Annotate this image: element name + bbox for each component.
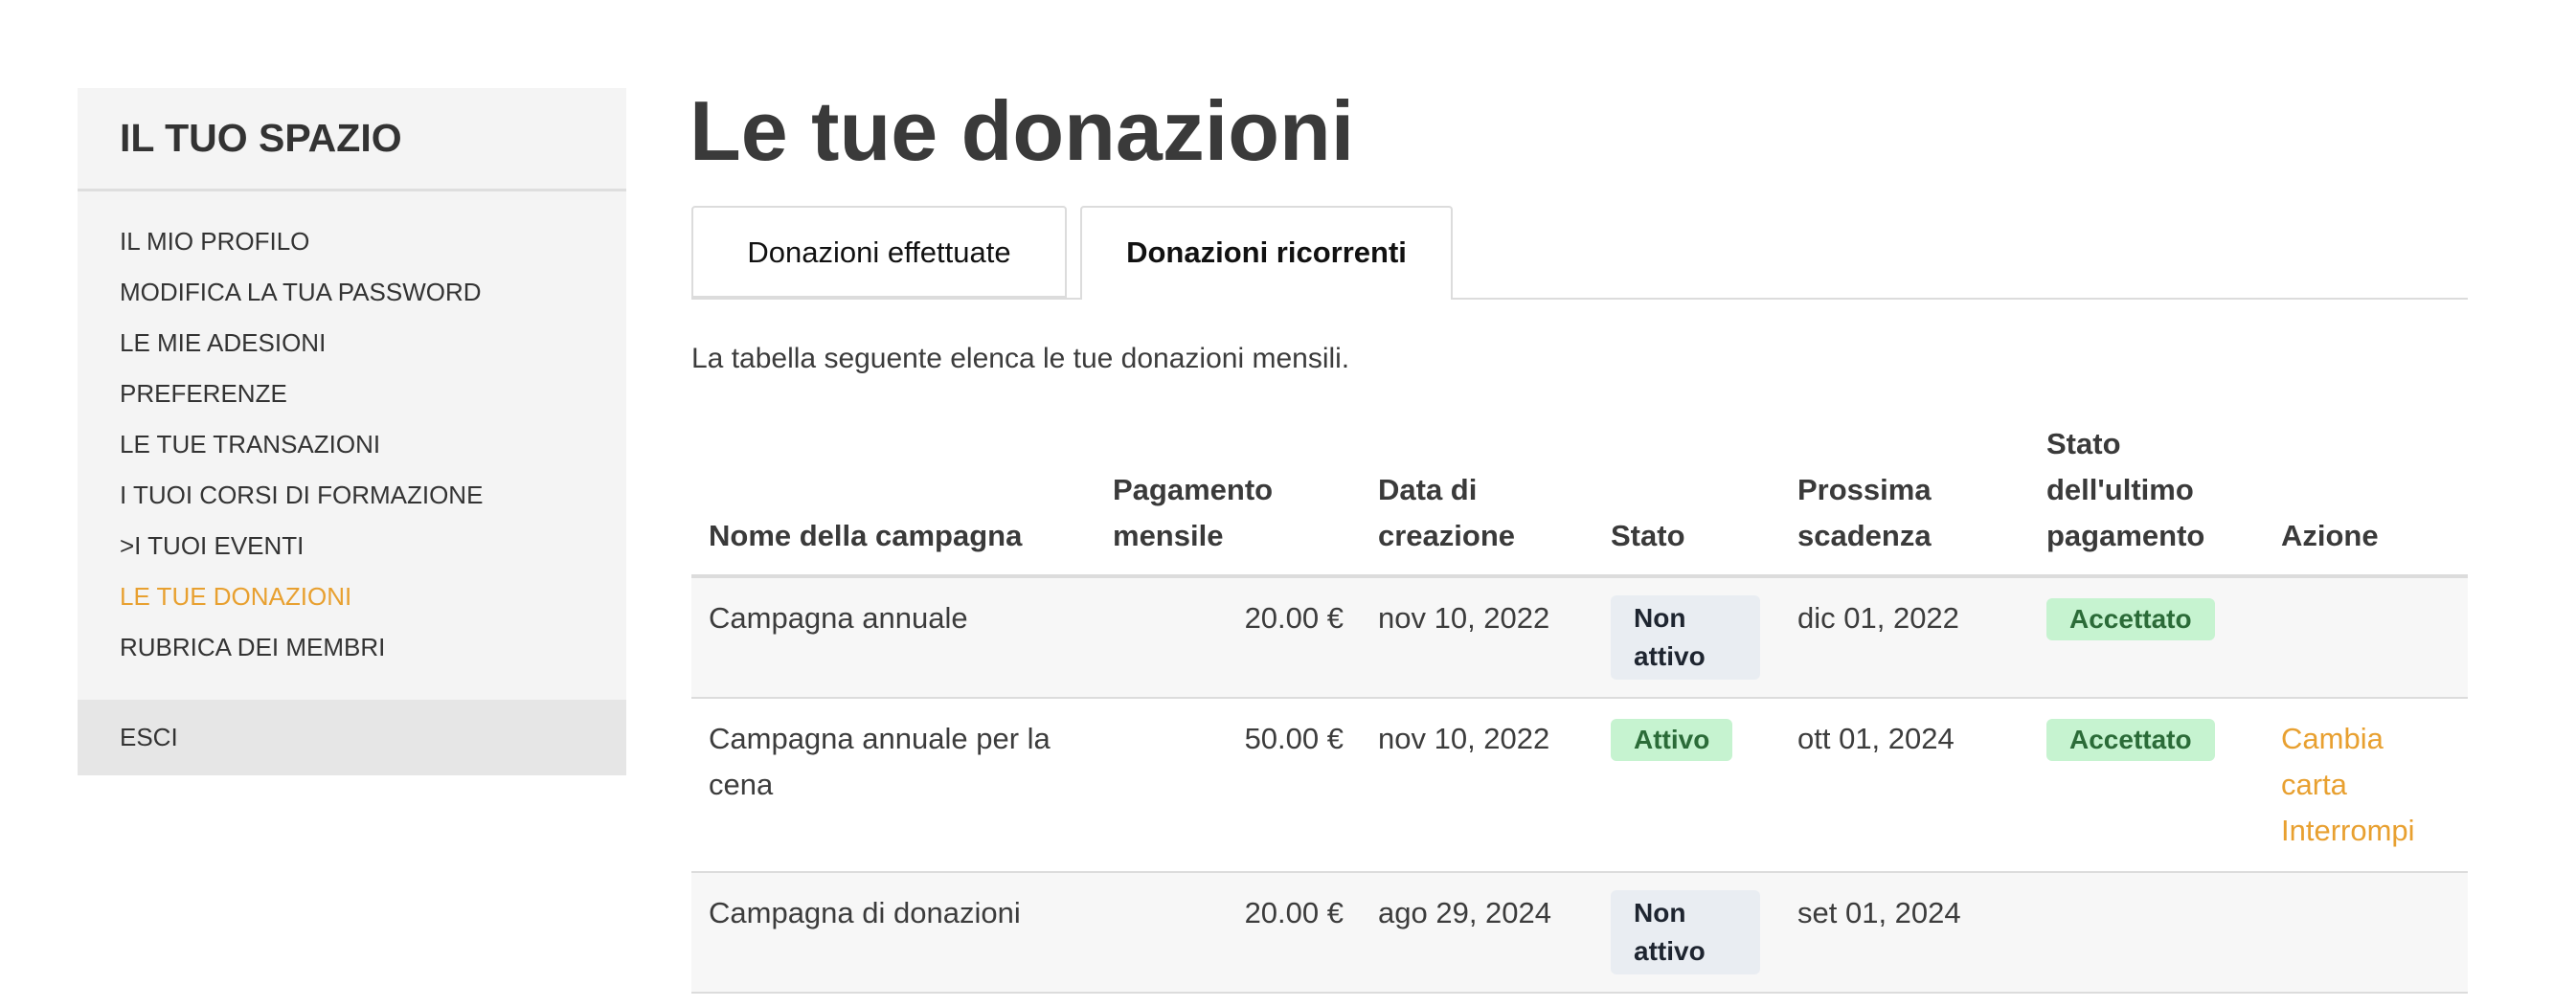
tab-recurring-donations[interactable]: Donazioni ricorrenti — [1080, 206, 1453, 300]
page-title: Le tue donazioni — [689, 83, 1355, 178]
tab-bar: Donazioni effettuate Donazioni ricorrent… — [691, 206, 2468, 300]
header-last-payment-status: Stato dell'ultimo pagamento — [2029, 421, 2264, 578]
action-cell — [2264, 872, 2468, 994]
tab-donations-made[interactable]: Donazioni effettuate — [691, 206, 1067, 298]
sidebar-item-donations[interactable]: LE TUE DONAZIONI — [120, 582, 352, 611]
sidebar-menu: IL MIO PROFILO MODIFICA LA TUA PASSWORD … — [78, 191, 626, 700]
monthly-amount: 50.00 € — [1096, 698, 1361, 873]
table-row: Campagna di donazioni 20.00 € ago 29, 20… — [691, 872, 2468, 994]
header-created: Data di creazione — [1361, 421, 1593, 578]
table-row: Campagna annuale per la cena 50.00 € nov… — [691, 698, 2468, 873]
action-cell — [2264, 576, 2468, 699]
sidebar-item-profile[interactable]: IL MIO PROFILO — [120, 227, 310, 256]
last-payment-badge: Accettato — [2046, 598, 2215, 640]
sidebar: IL TUO SPAZIO IL MIO PROFILO MODIFICA LA… — [78, 88, 626, 775]
table-row: Campagna annuale 20.00 € nov 10, 2022 No… — [691, 576, 2468, 699]
status-badge: Non attivo — [1611, 595, 1760, 680]
campaign-name: Campagna annuale — [691, 576, 1096, 699]
table-header-row: Nome della campagna Pagamento mensile Da… — [691, 421, 2468, 578]
last-payment-cell: Accettato — [2029, 576, 2264, 699]
header-next-due: Prossima scadenza — [1780, 421, 2029, 578]
donations-table: Nome della campagna Pagamento mensile Da… — [691, 421, 2468, 994]
campaign-name: Campagna di donazioni — [691, 872, 1096, 994]
last-payment-cell — [2029, 872, 2264, 994]
header-campaign: Nome della campagna — [691, 421, 1096, 578]
sidebar-item-courses[interactable]: I TUOI CORSI DI FORMAZIONE — [120, 481, 484, 509]
header-monthly-payment: Pagamento mensile — [1096, 421, 1361, 578]
next-due-date: set 01, 2024 — [1780, 872, 2029, 994]
logout-button[interactable]: ESCI — [78, 700, 626, 775]
sidebar-item-preferences[interactable]: PREFERENZE — [120, 379, 287, 408]
intro-text: La tabella seguente elenca le tue donazi… — [691, 343, 1350, 374]
campaign-name: Campagna annuale per la cena — [691, 698, 1096, 873]
next-due-date: ott 01, 2024 — [1780, 698, 2029, 873]
last-payment-cell: Accettato — [2029, 698, 2264, 873]
header-action: Azione — [2264, 421, 2468, 578]
monthly-amount: 20.00 € — [1096, 872, 1361, 994]
status-cell: Attivo — [1593, 698, 1780, 873]
last-payment-badge: Accettato — [2046, 719, 2215, 761]
created-date: nov 10, 2022 — [1361, 698, 1593, 873]
status-cell: Non attivo — [1593, 872, 1780, 994]
sidebar-title: IL TUO SPAZIO — [78, 88, 626, 191]
status-cell: Non attivo — [1593, 576, 1780, 699]
next-due-date: dic 01, 2022 — [1780, 576, 2029, 699]
sidebar-item-events[interactable]: >I TUOI EVENTI — [120, 531, 305, 560]
sidebar-item-directory[interactable]: RUBRICA DEI MEMBRI — [120, 633, 386, 661]
monthly-amount: 20.00 € — [1096, 576, 1361, 699]
status-badge: Attivo — [1611, 719, 1733, 761]
action-cell: Cambia carta Interrompi — [2264, 698, 2468, 873]
status-badge: Non attivo — [1611, 890, 1760, 974]
created-date: ago 29, 2024 — [1361, 872, 1593, 994]
sidebar-item-password[interactable]: MODIFICA LA TUA PASSWORD — [120, 278, 482, 306]
stop-donation-link[interactable]: Interrompi — [2281, 814, 2415, 847]
sidebar-item-memberships[interactable]: LE MIE ADESIONI — [120, 328, 327, 357]
change-card-link[interactable]: Cambia carta — [2281, 722, 2384, 801]
sidebar-item-transactions[interactable]: LE TUE TRANSAZIONI — [120, 430, 381, 459]
created-date: nov 10, 2022 — [1361, 576, 1593, 699]
header-status: Stato — [1593, 421, 1780, 578]
